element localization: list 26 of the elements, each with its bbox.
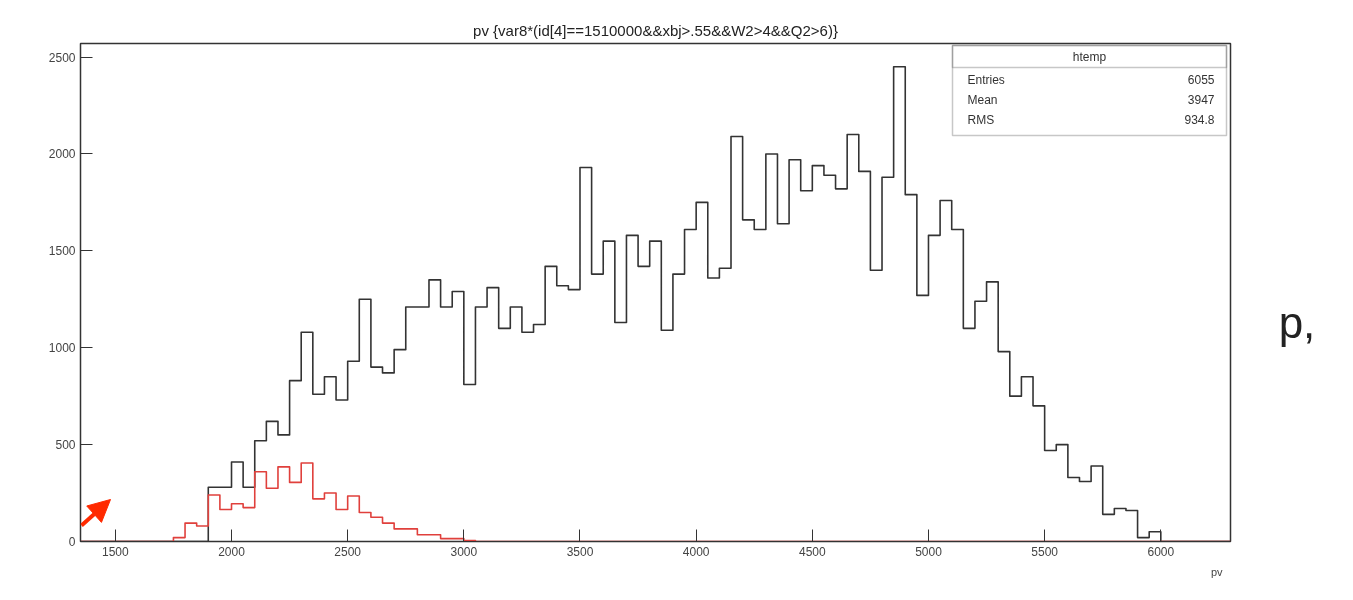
- text: p,: [1278, 297, 1316, 347]
- y-tick-label: 500: [55, 438, 76, 453]
- y-tick-label: 1000: [48, 341, 76, 356]
- x-tick-label: 2000: [218, 544, 246, 559]
- x-tick-label: 4000: [682, 544, 710, 559]
- annotation: 934.8: [1184, 113, 1215, 127]
- x-tick-label: 2500: [334, 544, 362, 559]
- annotation: 3947: [1187, 93, 1215, 107]
- x-tick-label: 5500: [1031, 544, 1059, 559]
- y-tick-label: 2500: [48, 50, 76, 65]
- chart-title: pv {var8*(id[4]==1510000&&xbj>.55&&W2>4&&Q2>6)}: [473, 21, 838, 39]
- annotation: 6055: [1187, 73, 1215, 87]
- x-tick-label: 3000: [450, 544, 478, 559]
- y-tick-label: 0: [68, 535, 76, 549]
- x-tick-label: 4500: [798, 544, 826, 559]
- x-tick-label: 3500: [566, 544, 594, 559]
- annotation: Mean: [967, 92, 998, 107]
- annotation: htemp: [1072, 49, 1107, 64]
- x-tick-label: 1500: [102, 544, 130, 559]
- annotation: RMS: [967, 112, 995, 127]
- annotation: Entries: [967, 72, 1005, 87]
- x-tick-label: 6000: [1147, 544, 1175, 559]
- x-tick-label: 5000: [915, 544, 943, 559]
- y-tick-label: 1500: [48, 244, 76, 259]
- y-tick-label: 2000: [48, 147, 76, 162]
- x-axis-title: pv: [1210, 565, 1223, 578]
